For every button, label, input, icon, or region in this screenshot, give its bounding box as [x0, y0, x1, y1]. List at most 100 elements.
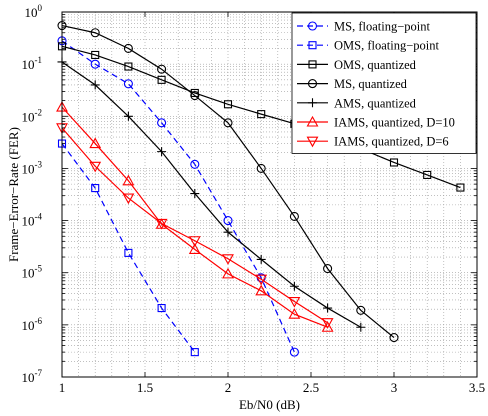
- x-tick-label: 1: [59, 380, 66, 395]
- y-tick-label: 100: [25, 3, 43, 20]
- legend-item: MS, quantized: [297, 77, 408, 91]
- y-tick-label: 10-6: [22, 316, 43, 333]
- data-point: [389, 158, 399, 167]
- legend-item: OMS, quantized: [297, 58, 417, 72]
- x-tick-label: 2: [225, 380, 232, 395]
- data-point: [157, 118, 167, 128]
- legend-label: MS, floating−point: [334, 20, 430, 34]
- legend-item: MS, floating−point: [297, 20, 430, 34]
- y-tick-label: 10-7: [22, 368, 43, 385]
- legend-swatch-marker: [306, 115, 319, 127]
- legend-label: IAMS, quantized, D=6: [334, 135, 449, 149]
- data-point: [321, 321, 334, 332]
- data-point: [124, 62, 133, 71]
- y-tick-label: 10-5: [22, 264, 43, 281]
- legend-label: OMS, quantized: [334, 58, 417, 72]
- data-point: [288, 296, 301, 308]
- data-point: [255, 284, 268, 296]
- x-axis-label: Eb/N0 (dB): [239, 397, 300, 412]
- data-point: [90, 80, 100, 90]
- data-point: [323, 264, 333, 274]
- data-point: [222, 254, 234, 265]
- series-line: [61, 45, 461, 189]
- legend-item: IAMS, quantized, D=6: [297, 135, 449, 149]
- data-point: [90, 28, 100, 38]
- data-point: [157, 75, 166, 84]
- legend-item: OMS, floating−point: [297, 39, 439, 53]
- x-tick-label: 2.5: [303, 380, 319, 395]
- data-point: [356, 322, 366, 332]
- data-point: [157, 304, 166, 313]
- series-line: [61, 143, 196, 353]
- data-point: [122, 193, 135, 205]
- legend-label: OMS, floating−point: [334, 39, 439, 53]
- data-point: [222, 267, 234, 279]
- data-point: [255, 274, 268, 286]
- series-7: [56, 123, 334, 329]
- y-tick-label: 10-4: [22, 212, 43, 229]
- series-line: [61, 40, 295, 353]
- data-point: [123, 43, 133, 53]
- series-4: [57, 20, 399, 343]
- data-point: [289, 347, 299, 357]
- data-point: [223, 227, 233, 237]
- data-point: [223, 118, 233, 128]
- data-point: [188, 236, 201, 247]
- data-point: [190, 159, 200, 169]
- data-point: [389, 333, 399, 343]
- series-line: [61, 61, 362, 328]
- legend-item: IAMS, quantized, D=10: [297, 116, 455, 130]
- data-point: [123, 111, 133, 121]
- series-line: [61, 24, 395, 339]
- data-point: [289, 281, 299, 291]
- data-point: [456, 183, 465, 192]
- data-point: [157, 64, 167, 74]
- x-tick-label: 1.5: [137, 380, 153, 395]
- y-tick-label: 10-1: [22, 55, 43, 72]
- data-point: [89, 137, 102, 149]
- series-5: [57, 57, 366, 332]
- legend-item: AMS, quantized: [297, 96, 417, 110]
- data-point: [91, 50, 100, 60]
- legend-swatch-marker: [307, 21, 318, 31]
- y-tick-label: 10-2: [22, 107, 43, 124]
- data-point: [423, 170, 432, 179]
- x-tick-label: 3: [391, 380, 398, 395]
- legend-swatch-marker: [308, 98, 317, 108]
- series-layer: [56, 20, 465, 357]
- data-point: [190, 90, 200, 101]
- legend-label: MS, quantized: [334, 77, 408, 91]
- data-point: [356, 305, 366, 315]
- data-point: [124, 248, 133, 257]
- legend-swatch-marker: [307, 79, 318, 89]
- data-point: [190, 348, 199, 357]
- legend-label: IAMS, quantized, D=10: [334, 116, 455, 130]
- data-point: [256, 163, 266, 173]
- data-point: [321, 318, 334, 329]
- y-tick-label: 10-3: [22, 159, 43, 176]
- plot-frame: [61, 11, 478, 378]
- data-point: [90, 59, 100, 69]
- legend-label: AMS, quantized: [334, 96, 417, 110]
- legend-swatch-marker: [308, 60, 317, 69]
- data-point: [190, 189, 200, 199]
- data-point: [91, 184, 100, 193]
- data-point: [157, 147, 167, 157]
- legend-swatch-marker: [306, 136, 319, 148]
- data-point: [256, 254, 266, 264]
- data-point: [223, 100, 233, 109]
- data-point: [257, 110, 266, 119]
- data-point: [89, 161, 102, 173]
- series-2: [57, 139, 199, 357]
- data-point: [188, 243, 201, 254]
- data-point: [289, 211, 299, 221]
- ticks: 1 1.5 2 2.5 3 3.5 100 10-1 10-2 10-3 10-4 10-5 10-6 1…: [22, 3, 486, 395]
- data-point: [288, 308, 301, 319]
- legend-swatch-marker: [308, 41, 317, 50]
- data-point: [223, 216, 233, 226]
- data-point: [122, 174, 135, 186]
- series-line: [61, 106, 328, 328]
- series-line: [61, 127, 328, 324]
- legend: MS, floating−point OMS, floating−point OMS…: [291, 12, 477, 154]
- data-point: [323, 303, 333, 313]
